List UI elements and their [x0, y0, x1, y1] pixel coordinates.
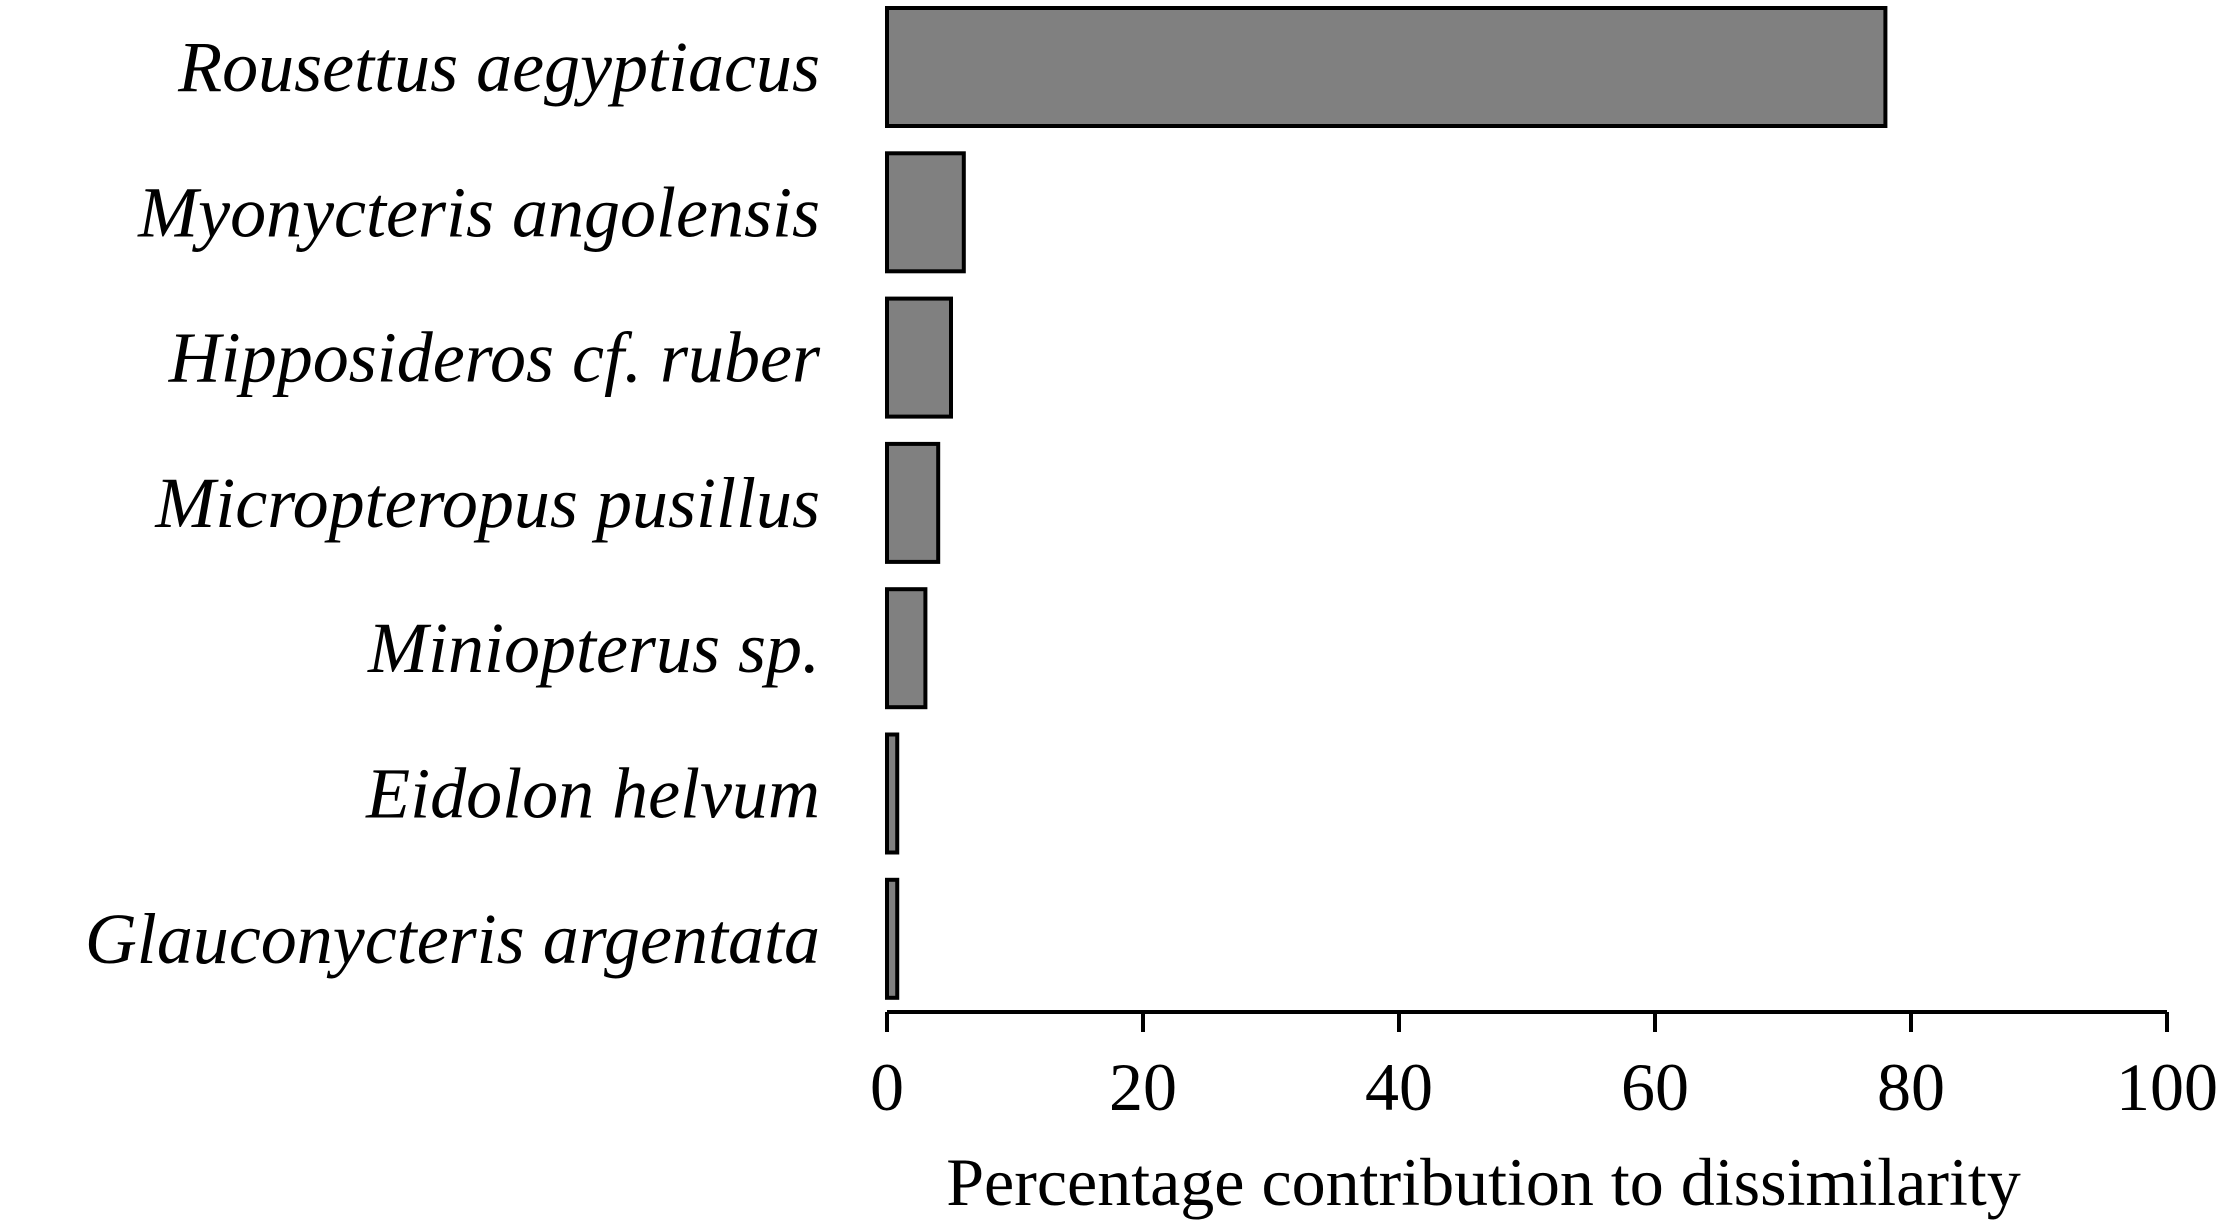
x-tick-labels: 0 20 40 60 80 100 [870, 1049, 2218, 1125]
x-tick-label: 100 [2116, 1049, 2218, 1125]
category-label: Miniopterus sp. [367, 608, 820, 688]
category-label: Glauconycteris argentata [85, 899, 820, 979]
x-ticks [885, 1012, 2169, 1032]
bar [885, 587, 928, 710]
category-label: Micropteropus pusillus [154, 463, 820, 543]
bar [885, 296, 953, 419]
x-axis-title: Percentage contribution to dissimilarity [946, 1144, 2021, 1220]
category-label: Eidolon helvum [365, 754, 820, 834]
bar [885, 732, 900, 855]
x-axis: 0 20 40 60 80 100 [870, 1010, 2218, 1125]
bar [885, 877, 900, 1000]
x-tick-label: 80 [1877, 1049, 1945, 1125]
category-label: Hipposideros cf. ruber [168, 318, 821, 398]
x-tick-label: 60 [1621, 1049, 1689, 1125]
bar [885, 6, 1888, 128]
x-tick-label: 0 [870, 1049, 904, 1125]
category-label: Myonycteris angolensis [137, 172, 820, 252]
bar [885, 151, 966, 274]
x-tick-label: 20 [1109, 1049, 1177, 1125]
bar [885, 441, 941, 564]
category-label: Rousettus aegyptiacus [177, 27, 820, 107]
x-tick-label: 40 [1365, 1049, 1433, 1125]
bars-group [885, 6, 1888, 1000]
category-labels: Rousettus aegyptiacus Myonycteris angolen… [85, 27, 821, 979]
